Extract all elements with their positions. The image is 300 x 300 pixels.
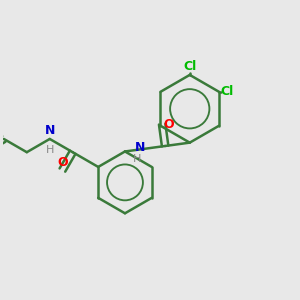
Text: N: N — [45, 124, 55, 137]
Text: H: H — [46, 145, 54, 155]
Text: N: N — [135, 141, 145, 154]
Text: Cl: Cl — [220, 85, 234, 98]
Text: O: O — [164, 118, 174, 130]
Text: H: H — [133, 154, 141, 164]
Text: Cl: Cl — [183, 60, 196, 74]
Text: O: O — [57, 156, 68, 169]
